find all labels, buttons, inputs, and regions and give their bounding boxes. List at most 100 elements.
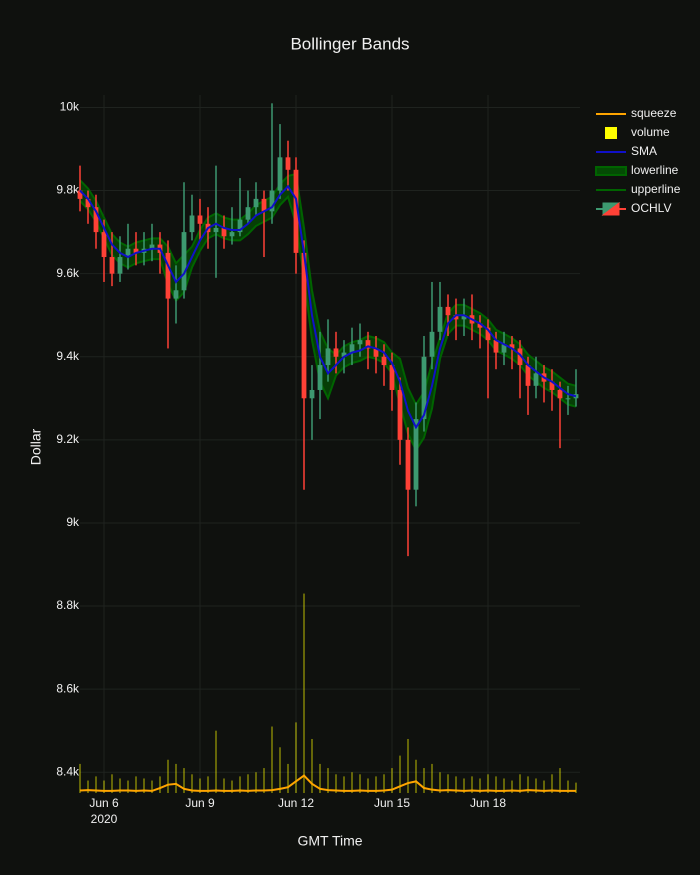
volume-bar [303,593,305,793]
volume-bar [399,755,401,793]
volume-bar [367,778,369,793]
volume-bar [455,776,457,793]
volume-bar [95,776,97,793]
volume-bar [487,774,489,793]
volume-bar [271,726,273,793]
legend-swatch [605,127,617,139]
candle-body [493,340,499,353]
candle-body [101,232,107,258]
candle-body [317,365,323,390]
volume-bar [479,778,481,793]
volume-bar [183,768,185,793]
volume-bar [335,774,337,793]
volume-bar [415,759,417,793]
line [79,194,577,453]
legend-swatch [601,202,620,216]
volume-bar [167,759,169,793]
candle-body [445,306,451,316]
x-tick-label: Jun 18 [470,796,506,810]
candle-body [261,198,267,212]
candle-body [245,207,251,220]
volume-bar [359,774,361,793]
candle-body [181,232,187,291]
volume-bar [215,730,217,793]
candle-body [253,198,259,208]
candle-body [293,169,299,253]
volume-bar [471,776,473,793]
volume-bar [511,780,513,793]
candle-body [405,439,411,490]
volume-bar [495,776,497,793]
volume-bar [407,738,409,793]
x-axis-title: GMT Time [297,833,362,849]
candle-body [149,244,155,249]
volume-bar [159,776,161,793]
candle-body [333,348,339,357]
volume-bar [543,780,545,793]
candle-body [341,352,347,357]
volume-bar [103,780,105,793]
volume-bar [79,763,81,793]
volume-bar [567,780,569,793]
volume-bar [463,778,465,793]
volume-bar [351,772,353,793]
volume-bar [535,778,537,793]
volume-bar [191,774,193,793]
candle-body [397,389,403,440]
candle-body [173,290,179,299]
legend-label: SMA [631,144,657,158]
candle-body [365,340,371,349]
candle-body [285,157,291,170]
y-tick-label: 10k [60,100,80,114]
volume-bar [111,774,113,793]
volume-bar [279,747,281,793]
volume-bar [439,772,441,793]
candle-body [85,198,91,208]
candle-body [557,389,563,399]
volume-bar [239,776,241,793]
volume-bar [431,763,433,793]
candle-body [221,227,227,237]
y-tick-label: 9k [66,515,80,529]
candle-body [501,344,507,353]
candle-body [189,215,195,233]
candle-body [109,257,115,274]
candle-body [77,190,83,199]
candle-body [389,365,395,390]
x-tick-label: Jun 6 [89,796,119,810]
candle-body [381,356,387,366]
y-tick-label: 8.6k [56,681,80,695]
candle-body [525,365,531,386]
volume-bar [255,772,257,793]
legend-label: upperline [631,182,681,196]
candle-body [565,398,571,400]
candle-body [133,248,139,253]
volume-bar [151,780,153,793]
volume-bar [447,774,449,793]
volume-bar [223,778,225,793]
candle-body [309,389,315,399]
candle-body [349,344,355,353]
line [79,184,577,430]
volume-bar [375,776,377,793]
volume-bar [87,780,89,793]
y-axis-title: Dollar [28,428,44,465]
volume-bar [327,768,329,793]
candle-body [485,327,491,341]
candle-body [517,348,523,366]
candle-body [477,323,483,328]
line [79,774,576,792]
legend-label: squeeze [631,106,677,120]
volume-bar [503,778,505,793]
y-tick-label: 9.4k [56,349,80,363]
candle-body [437,306,443,332]
candle-body [421,356,427,420]
y-tick-label: 9.6k [56,266,80,280]
x-tick-year: 2020 [91,812,118,826]
chart-title: Bollinger Bands [290,34,409,53]
candle-body [453,315,459,320]
legend-label: volume [631,125,670,139]
volume-bar [207,776,209,793]
